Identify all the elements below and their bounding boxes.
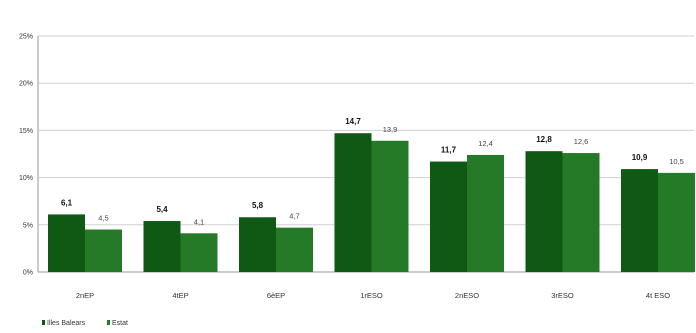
data-label: 12,4 (478, 139, 493, 148)
bar-illes-balears (621, 169, 658, 272)
data-label: 4,5 (98, 214, 108, 223)
legend-label: Illes Balears (47, 320, 86, 327)
data-label: 12,6 (574, 137, 589, 146)
x-tick-label: 2nESO (455, 291, 479, 300)
y-tick-label: 0% (23, 270, 33, 277)
y-tick-label: 20% (19, 81, 33, 88)
data-label: 10,5 (669, 157, 684, 166)
bar-illes-balears (239, 217, 276, 272)
bar-illes-balears (143, 221, 181, 272)
data-label: 4,7 (289, 212, 299, 221)
x-tick-label: 4tEP (172, 291, 188, 300)
bar-illes-balears (430, 161, 467, 272)
legend-swatch (107, 320, 110, 325)
bar-estat (276, 227, 313, 272)
x-tick-label: 2nEP (76, 291, 94, 300)
y-tick-label: 10% (19, 175, 33, 182)
x-tick-label: 6èEP (267, 291, 285, 300)
data-label: 5,4 (156, 205, 168, 214)
x-tick-label: 4t ESO (646, 291, 670, 300)
x-tick-label: 1rESO (360, 291, 383, 300)
data-label: 11,7 (441, 146, 457, 155)
bar-estat (371, 140, 409, 272)
bar-estat (562, 153, 600, 272)
bar-illes-balears (525, 151, 563, 272)
legend-label: Estat (112, 320, 128, 327)
bar-estat (658, 172, 695, 272)
bar-estat (467, 154, 504, 272)
bar-estat (180, 233, 218, 272)
data-label: 12,8 (536, 135, 552, 144)
y-tick-label: 5% (23, 222, 33, 229)
y-tick-label: 25% (19, 34, 33, 41)
legend-swatch (42, 320, 45, 325)
data-label: 14,7 (345, 117, 361, 126)
data-label: 10,9 (632, 153, 648, 162)
y-tick-label: 15% (19, 128, 33, 135)
bar-illes-balears (48, 214, 85, 272)
data-label: 13,9 (383, 125, 398, 134)
data-label: 5,8 (252, 201, 264, 210)
data-label: 6,1 (61, 198, 73, 207)
bar-illes-balears (334, 133, 372, 272)
data-label: 4,1 (194, 217, 204, 226)
x-tick-label: 3rESO (551, 291, 574, 300)
bar-estat (85, 229, 122, 272)
